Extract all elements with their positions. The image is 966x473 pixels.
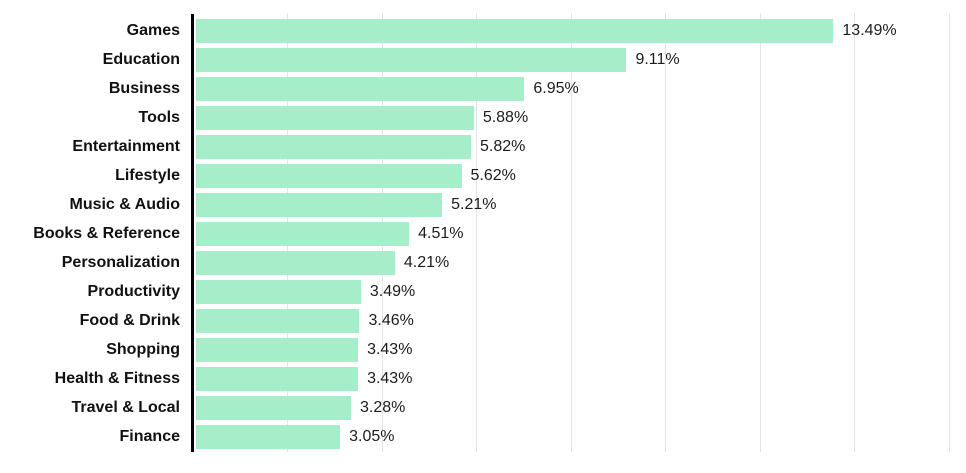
chart-row: Tools 5.88% — [0, 103, 966, 132]
value-label: 5.82% — [479, 137, 526, 155]
category-label: Productivity — [87, 282, 180, 300]
bar — [196, 308, 360, 333]
bar — [196, 221, 410, 246]
value-label: 3.28% — [359, 398, 406, 416]
category-label: Tools — [138, 108, 180, 126]
bar — [196, 424, 341, 449]
value-label: 3.49% — [369, 282, 416, 300]
bar-cell: 3.43% — [193, 337, 966, 362]
value-label: 3.43% — [367, 340, 413, 358]
category-label: Education — [102, 50, 180, 68]
bar-cell: 5.82% — [193, 134, 966, 159]
chart-row: Personalization 4.21% — [0, 248, 966, 277]
category-label: Health & Fitness — [54, 369, 180, 387]
chart-row: Health & Fitness 3.43% — [0, 364, 966, 393]
category-label: Personalization — [61, 253, 180, 271]
value-label: 4.21% — [403, 253, 450, 271]
chart-row: Travel & Local 3.28% — [0, 393, 966, 422]
chart-rows: Games 13.49% Education 9.11% Business 6.… — [0, 16, 966, 451]
gridline — [759, 13, 761, 452]
gridline — [476, 13, 478, 452]
gridline — [948, 13, 950, 452]
gridline — [854, 13, 856, 452]
chart-row: Shopping 3.43% — [0, 335, 966, 364]
gridline — [570, 13, 572, 452]
bar — [196, 250, 395, 275]
bar — [196, 192, 443, 217]
bar-cell: 3.46% — [193, 308, 966, 333]
value-label: 5.21% — [451, 195, 497, 213]
value-label: 4.51% — [418, 224, 464, 242]
chart-row: Books & Reference 4.51% — [0, 219, 966, 248]
value-label: 5.88% — [482, 108, 529, 126]
category-label: Entertainment — [72, 137, 180, 155]
bar — [196, 366, 359, 391]
value-label: 9.11% — [635, 50, 680, 68]
chart-row: Lifestyle 5.62% — [0, 161, 966, 190]
bar-cell: 5.88% — [193, 105, 966, 130]
category-label: Games — [126, 21, 180, 39]
bar — [196, 76, 525, 101]
bar-cell: 3.43% — [193, 366, 966, 391]
value-label: 3.05% — [349, 427, 395, 445]
bar-cell: 13.49% — [193, 18, 966, 43]
bar — [196, 337, 359, 362]
value-label: 5.62% — [470, 166, 516, 184]
chart-row: Business 6.95% — [0, 74, 966, 103]
bar — [196, 163, 462, 188]
gridline — [665, 13, 667, 452]
category-label: Finance — [119, 427, 180, 445]
chart-row: Education 9.11% — [0, 45, 966, 74]
category-label: Books & Reference — [33, 224, 180, 242]
bar-cell: 6.95% — [193, 76, 966, 101]
bar — [196, 395, 351, 420]
bar-cell: 5.62% — [193, 163, 966, 188]
category-label: Lifestyle — [115, 166, 180, 184]
category-label: Travel & Local — [71, 398, 181, 416]
bar — [196, 134, 471, 159]
value-label: 6.95% — [533, 79, 579, 97]
chart-row: Productivity 3.49% — [0, 277, 966, 306]
bar — [196, 279, 361, 304]
category-label: Business — [108, 79, 180, 97]
bar — [196, 18, 834, 43]
bar-cell: 5.21% — [193, 192, 966, 217]
chart-row: Music & Audio 5.21% — [0, 190, 966, 219]
bar — [196, 47, 627, 72]
value-label: 3.43% — [367, 369, 413, 387]
chart-row: Food & Drink 3.46% — [0, 306, 966, 335]
chart-row: Games 13.49% — [0, 16, 966, 45]
bar-cell: 9.11% — [193, 47, 966, 72]
category-label: Music & Audio — [69, 195, 180, 213]
value-label: 3.46% — [368, 311, 414, 329]
bar — [196, 105, 474, 130]
y-axis-line — [191, 14, 194, 452]
bar-cell: 3.49% — [193, 279, 966, 304]
bar-cell: 3.28% — [193, 395, 966, 420]
chart-row: Finance 3.05% — [0, 422, 966, 451]
category-label: Shopping — [106, 340, 180, 358]
value-label: 13.49% — [842, 21, 897, 39]
bar-cell: 4.21% — [193, 250, 966, 275]
bar-cell: 4.51% — [193, 221, 966, 246]
chart-row: Entertainment 5.82% — [0, 132, 966, 161]
bar-cell: 3.05% — [193, 424, 966, 449]
category-label: Food & Drink — [79, 311, 180, 329]
